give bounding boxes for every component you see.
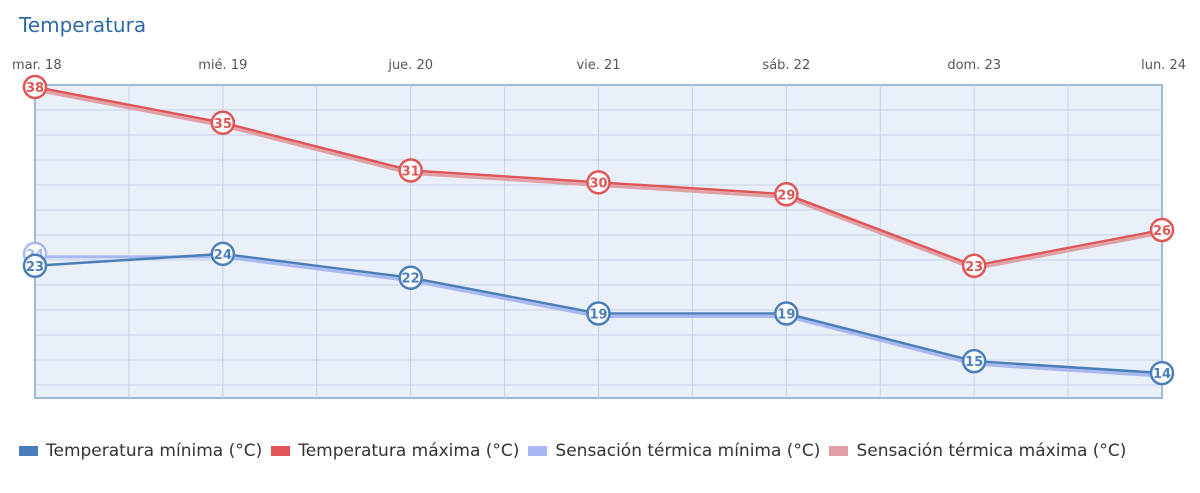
data-point (1149, 217, 1175, 243)
temperature-chart: mar. 18 mié. 19 jue. 20 vie. 21 sáb. 22 dom. … (12, 58, 1186, 399)
data-label: 23 (26, 260, 44, 275)
data-point (210, 241, 236, 267)
data-label: 23 (965, 260, 983, 275)
data-point (398, 158, 423, 183)
legend-label: Sensación térmica máxima (°C) (856, 441, 1127, 461)
chart-title: Temperatura (19, 13, 147, 37)
data-label: 35 (214, 117, 232, 132)
data-point (398, 265, 423, 290)
x-tick-label: dom. 23 (947, 58, 1001, 73)
x-tick-label: lun. 24 (1141, 58, 1186, 73)
legend-swatch (271, 446, 291, 456)
data-label: 15 (965, 355, 983, 370)
data-label: 31 (402, 164, 420, 179)
legend-item[interactable]: Sensación térmica máxima (°C) (829, 441, 1126, 461)
data-label: 24 (214, 248, 232, 263)
x-axis-tick-labels: mar. 18 mié. 19 jue. 20 vie. 21 sáb. 22 dom. … (12, 58, 1186, 73)
data-label: 19 (777, 307, 795, 322)
data-point (586, 170, 611, 195)
legend-label: Sensación térmica mínima (°C) (555, 441, 821, 461)
data-point (1149, 360, 1175, 386)
data-label: 26 (1153, 224, 1171, 239)
data-label: 19 (589, 307, 607, 322)
x-tick-label: vie. 21 (576, 58, 620, 73)
data-point (774, 301, 799, 326)
legend-item[interactable]: Temperatura mínima (°C) (19, 441, 262, 461)
legend-swatch (528, 446, 548, 456)
data-point (961, 253, 987, 279)
legend: Temperatura mínima (°C) Temperatura máxim… (19, 441, 1135, 461)
x-tick-label: mié. 19 (198, 58, 247, 73)
data-point (586, 301, 611, 326)
legend-swatch (19, 446, 38, 456)
data-point (774, 182, 799, 207)
legend-item[interactable]: Sensación térmica mínima (°C) (528, 441, 820, 461)
legend-item[interactable]: Temperatura máxima (°C) (271, 441, 519, 461)
data-label: 29 (777, 188, 795, 203)
data-point (22, 74, 48, 100)
data-point (961, 348, 987, 374)
data-label: 38 (26, 81, 44, 96)
data-point (22, 253, 48, 279)
x-tick-label: sáb. 22 (762, 58, 810, 73)
legend-label: Temperatura máxima (°C) (298, 441, 520, 461)
data-point (210, 110, 236, 136)
data-label: 14 (1153, 367, 1171, 382)
legend-swatch (829, 446, 849, 456)
legend-label: Temperatura mínima (°C) (46, 441, 263, 461)
x-tick-label: mar. 18 (12, 58, 62, 73)
x-tick-label: jue. 20 (387, 58, 433, 73)
data-label: 30 (589, 176, 607, 191)
data-label: 22 (402, 272, 420, 287)
